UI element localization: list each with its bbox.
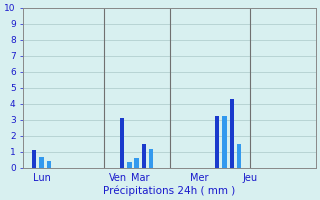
- Bar: [149, 149, 154, 168]
- Bar: [229, 99, 234, 168]
- Bar: [134, 158, 139, 168]
- Bar: [127, 162, 132, 168]
- Bar: [142, 144, 146, 168]
- Bar: [237, 144, 241, 168]
- Bar: [39, 157, 44, 168]
- Bar: [120, 118, 124, 168]
- Bar: [47, 161, 51, 168]
- Bar: [32, 150, 36, 168]
- X-axis label: Précipitations 24h ( mm ): Précipitations 24h ( mm ): [103, 185, 236, 196]
- Bar: [215, 116, 219, 168]
- Bar: [222, 116, 227, 168]
